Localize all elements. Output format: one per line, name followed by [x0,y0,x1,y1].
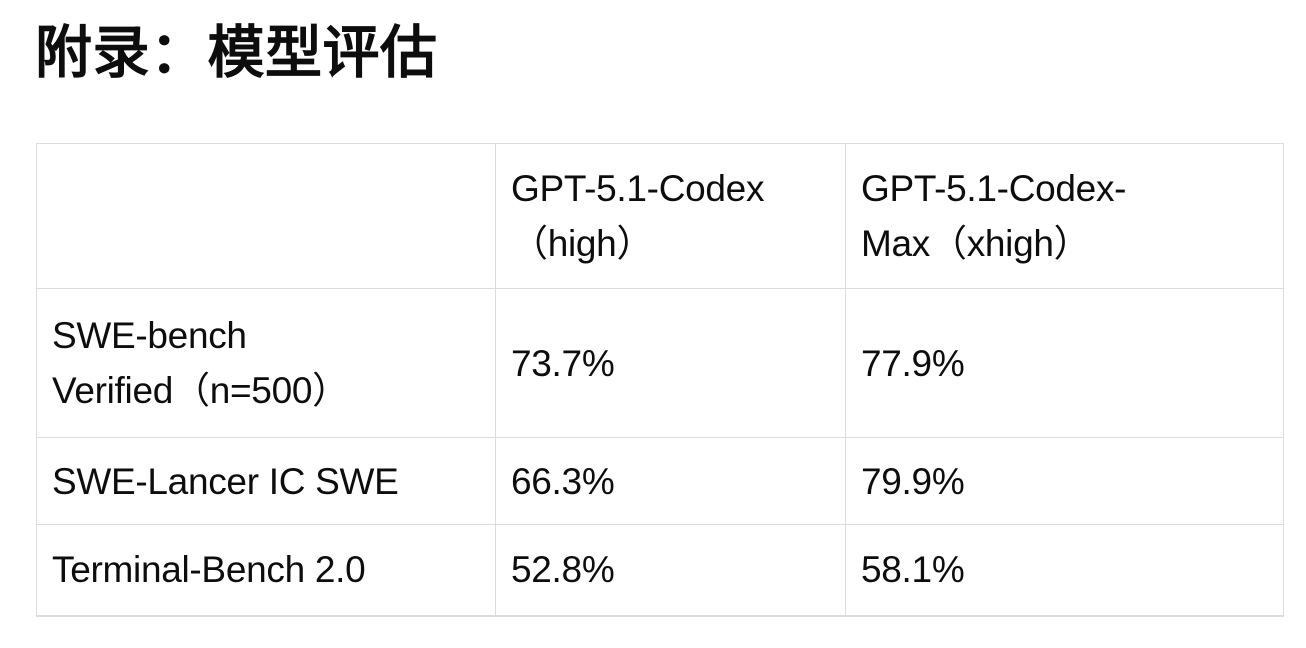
corner-cell [36,143,496,289]
value-swe-bench-codex-high: 73.7% [495,288,846,438]
row-label-swe-bench-verified: SWE-bench Verified（n=500） [36,288,496,438]
column-header-gpt-5-1-codex-max-xhigh: GPT-5.1-Codex- Max（xhigh） [845,143,1284,289]
table-row-swe-bench-verified: SWE-bench Verified（n=500） 73.7% 77.9% [36,288,1284,438]
value-swe-lancer-codex-max: 79.9% [845,437,1284,525]
table-row-terminal-bench: Terminal-Bench 2.0 52.8% 58.1% [36,524,1284,617]
table-header-row: GPT-5.1-Codex （high） GPT-5.1-Codex- Max（… [36,143,1284,289]
value-swe-lancer-codex-high: 66.3% [495,437,846,525]
table-row-swe-lancer: SWE-Lancer IC SWE 66.3% 79.9% [36,437,1284,525]
value-terminal-bench-codex-high: 52.8% [495,524,846,617]
page-title: 附录：模型评估 [35,21,438,85]
value-swe-bench-codex-max: 77.9% [845,288,1284,438]
column-header-gpt-5-1-codex-high: GPT-5.1-Codex （high） [495,143,846,289]
value-terminal-bench-codex-max: 58.1% [845,524,1284,617]
model-eval-table: GPT-5.1-Codex （high） GPT-5.1-Codex- Max（… [36,143,1284,617]
row-label-terminal-bench: Terminal-Bench 2.0 [36,524,496,617]
row-label-swe-lancer: SWE-Lancer IC SWE [36,437,496,525]
